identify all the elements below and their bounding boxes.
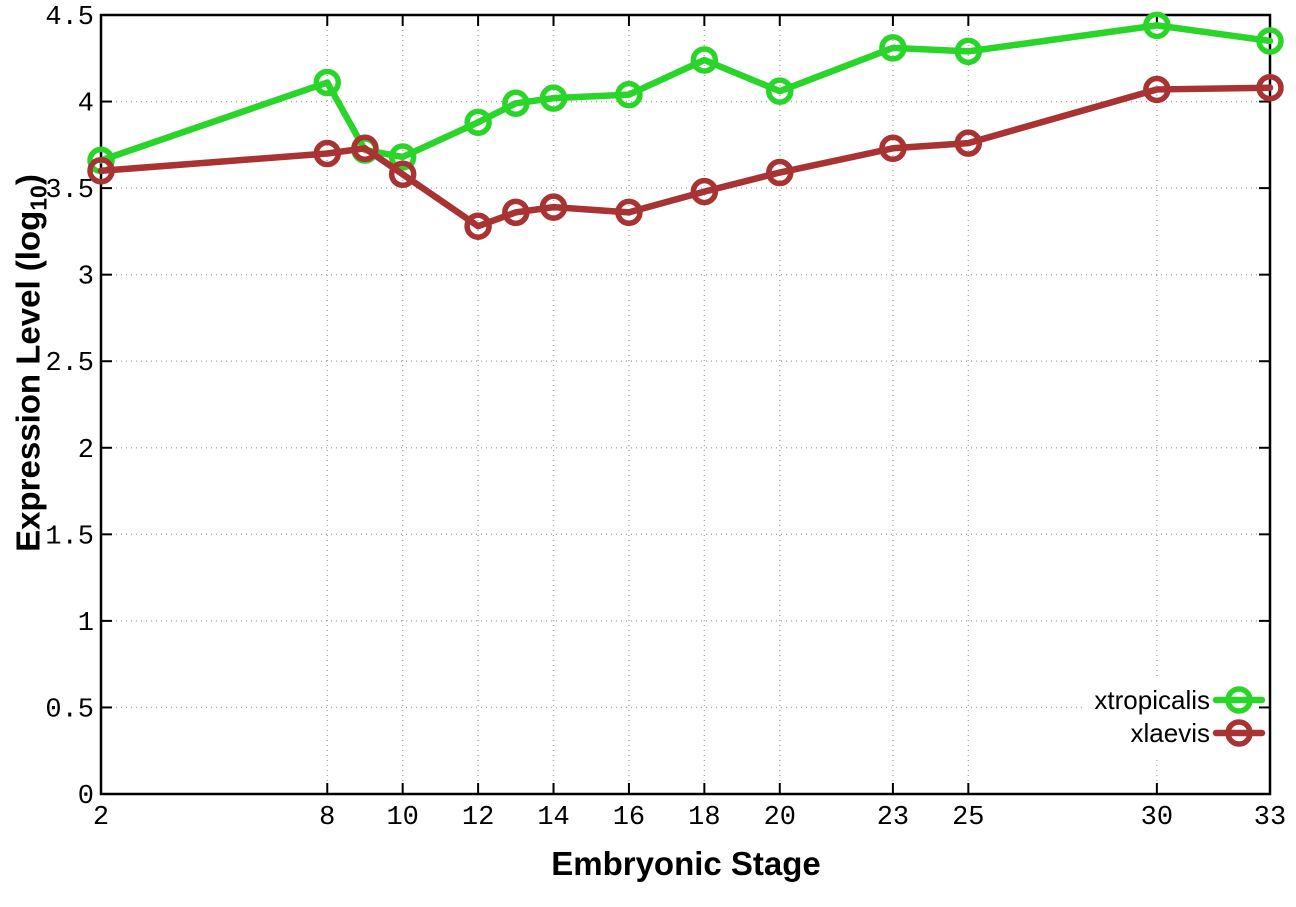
data-point-xlaevis [539,193,568,221]
legend-sample-marker-xlaevis [1225,719,1253,747]
data-point-xlaevis [954,129,983,157]
legend-label-xtropicalis: xtropicalis [1094,685,1210,715]
x-tick-label: 12 [462,803,494,833]
y-tick-label: 2.5 [45,349,94,379]
data-point-xlaevis [313,139,342,168]
plot-border-and-ticks [99,13,1272,796]
y-tick-label: 1.5 [45,522,94,552]
data-point-xtropicalis [766,77,794,105]
data-point-xtropicalis [464,108,492,137]
y-tick-label: 2 [78,436,94,466]
x-tick-label: 18 [688,803,720,833]
y-tick-label: 0 [78,782,94,812]
legend-marker-samples [1212,686,1266,747]
data-point-xlaevis [87,157,115,185]
data-point-xtropicalis [539,84,568,112]
data-point-xlaevis [351,134,379,163]
data-point-xlaevis [615,198,643,227]
data-point-xlaevis [502,198,530,227]
data-point-xlaevis [879,134,907,163]
data-point-xtropicalis [502,89,530,118]
series-line-xlaevis [97,84,1274,230]
x-tick-label: 33 [1254,803,1286,833]
y-axis-title-subscript: 10 [25,185,52,211]
data-point-xtropicalis [1256,27,1284,55]
data-point-xlaevis [464,212,492,240]
data-point-xtropicalis [879,34,907,62]
y-tick-label: 1 [78,609,94,639]
x-tick-label: 20 [764,803,796,833]
y-tick-label: 3.5 [45,176,94,206]
data-point-xtropicalis [1143,11,1171,40]
data-point-xlaevis [1256,73,1284,102]
x-tick-label: 10 [386,803,418,833]
x-tick-label: 8 [319,803,335,833]
x-tick-label: 25 [952,803,984,833]
data-point-xlaevis [690,177,719,206]
data-point-xtropicalis [615,80,643,109]
data-point-xtropicalis [313,68,342,97]
y-tick-label: 4.5 [45,3,94,33]
y-tick-label: 4 [78,90,94,120]
data-point-xlaevis [766,158,794,187]
y-tick-label: 0.5 [45,695,94,725]
data-point-xtropicalis [690,46,719,74]
series-line-xtropicalis [97,22,1274,164]
legend-sample-marker-xtropicalis [1225,686,1253,714]
data-point-xtropicalis [954,37,983,66]
plot-border [99,13,1272,796]
legend: xtropicalis xlaevis [1094,685,1266,748]
x-tick-label: 2 [93,803,109,833]
x-tick-label: 16 [613,803,645,833]
data-series [87,11,1284,240]
y-tick-label: 3 [78,263,94,293]
data-point-xlaevis [388,160,417,189]
x-axis-title: Embryonic Stage [551,845,821,882]
x-tick-label: 14 [537,803,569,833]
legend-label-xlaevis: xlaevis [1131,718,1210,748]
y-axis-title-text: Expression Level (log [9,210,47,552]
x-tick-label: 23 [877,803,909,833]
data-point-xtropicalis [388,143,417,171]
y-axis-title-close: ) [9,174,47,186]
data-point-xlaevis [1143,75,1171,104]
axis-tick-labels: 2 8 10 12 14 16 18 20 23 25 30 33 0 0.5 1 1.5 2 2.5 3 3.5 4 4… [45,3,1286,833]
x-tick-label: 30 [1141,803,1173,833]
y-axis-title: Expression Level (log10) [10,174,53,552]
